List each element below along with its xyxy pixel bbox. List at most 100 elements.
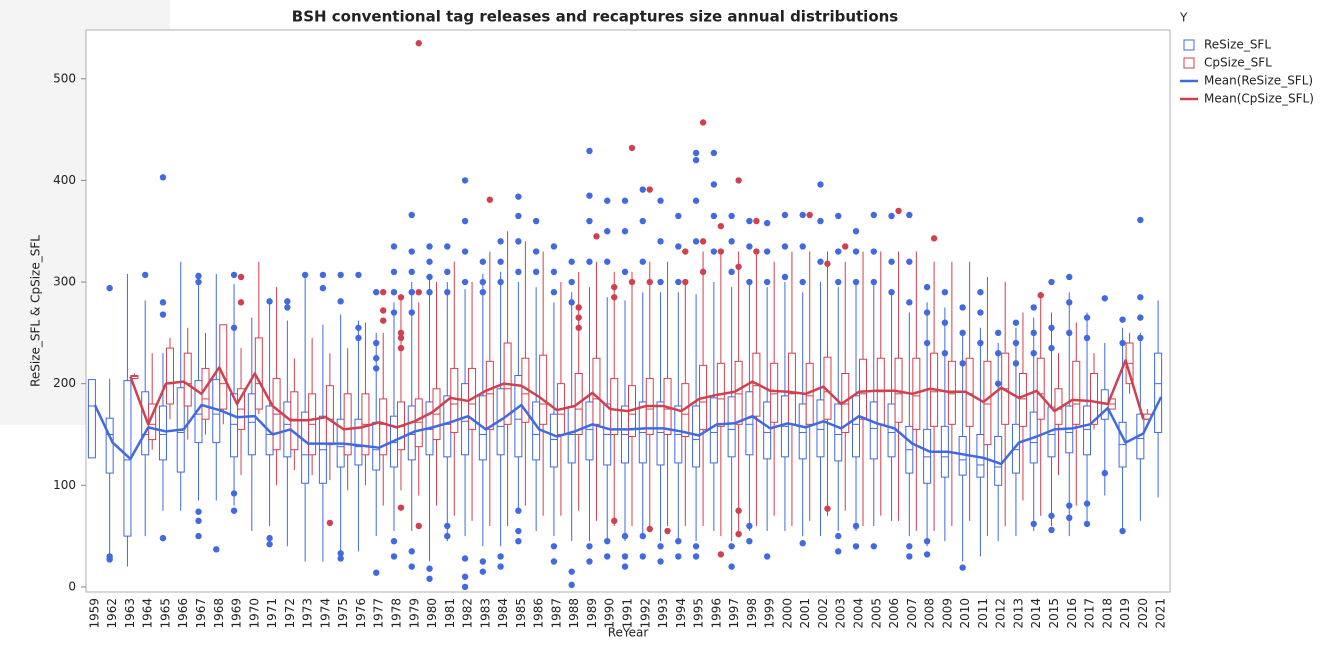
outlier <box>621 553 629 560</box>
outlier <box>824 260 831 267</box>
outlier <box>408 288 415 296</box>
outlier <box>604 197 611 204</box>
x-tick-label: 1967 <box>194 598 208 629</box>
outlier <box>373 569 380 576</box>
outlier <box>568 278 575 286</box>
outlier <box>397 344 405 352</box>
outlier <box>461 217 469 225</box>
outlier <box>479 568 487 575</box>
outlier <box>586 558 593 565</box>
outlier <box>835 248 842 255</box>
outlier <box>692 553 700 560</box>
box <box>1072 360 1081 425</box>
outlier <box>959 304 966 311</box>
x-tick-label: 1979 <box>407 598 421 629</box>
box <box>869 401 878 460</box>
outlier <box>906 258 913 265</box>
outlier <box>380 317 387 324</box>
box <box>1018 373 1027 427</box>
outlier <box>753 248 760 255</box>
outlier <box>1048 344 1055 352</box>
outlier <box>213 546 220 553</box>
x-tick-label: 1974 <box>318 598 332 629</box>
outlier <box>781 273 789 281</box>
outlier <box>586 258 593 265</box>
x-tick-label: 2021 <box>1154 598 1168 629</box>
outlier <box>230 507 238 514</box>
outlier <box>746 217 753 225</box>
x-tick-label: 1990 <box>603 598 617 629</box>
outlier <box>515 537 522 545</box>
outlier <box>586 543 593 550</box>
outlier <box>763 278 771 286</box>
outlier <box>728 543 735 550</box>
x-tick-label: 2003 <box>834 598 848 629</box>
y-tick-label: 200 <box>53 376 76 390</box>
outlier <box>781 211 789 219</box>
outlier <box>1083 500 1091 507</box>
outlier <box>230 490 238 497</box>
outlier <box>675 243 682 250</box>
y-tick-label: 0 <box>68 579 76 593</box>
outlier <box>646 525 653 533</box>
outlier <box>817 258 824 265</box>
outlier <box>1101 469 1109 477</box>
outlier <box>266 541 273 548</box>
outlier <box>408 563 415 570</box>
outlier <box>1066 273 1073 281</box>
outlier <box>373 355 380 362</box>
outlier <box>753 217 760 225</box>
chart-title: BSH conventional tag releases and recapt… <box>292 8 899 26</box>
outlier <box>390 288 398 296</box>
outlier <box>852 228 860 235</box>
outlier <box>1066 299 1073 306</box>
outlier <box>575 324 582 331</box>
x-tick-label: 2000 <box>780 598 794 629</box>
box <box>734 360 743 425</box>
outlier <box>906 543 913 550</box>
box <box>745 391 754 456</box>
outlier <box>444 522 451 530</box>
outlier <box>444 532 451 540</box>
outlier <box>1048 324 1055 331</box>
outlier <box>906 299 913 306</box>
outlier <box>195 278 202 286</box>
outlier <box>568 581 575 589</box>
outlier <box>639 553 646 560</box>
outlier <box>461 555 469 562</box>
outlier <box>682 278 689 286</box>
box <box>610 378 619 435</box>
mean-line <box>93 396 1163 466</box>
outlier <box>799 540 806 547</box>
outlier <box>1083 520 1091 528</box>
outlier <box>593 233 600 240</box>
x-tick-label: 1965 <box>158 598 172 629</box>
x-tick-label: 1985 <box>514 598 528 629</box>
outlier <box>515 238 522 245</box>
outlier <box>479 258 487 265</box>
box <box>787 352 796 425</box>
outlier <box>657 238 664 245</box>
outlier <box>835 548 842 555</box>
box <box>514 375 523 458</box>
outlier <box>408 211 415 219</box>
outlier <box>611 294 618 301</box>
x-tick-label: 2012 <box>994 598 1008 629</box>
outlier <box>906 211 913 219</box>
box <box>219 324 228 410</box>
outlier <box>639 532 646 540</box>
box <box>254 337 263 410</box>
outlier <box>319 284 327 292</box>
outlier <box>479 278 487 286</box>
outlier <box>692 156 700 164</box>
outlier <box>728 212 735 220</box>
outlier <box>675 212 682 220</box>
outlier <box>977 288 984 296</box>
outlier <box>699 119 707 126</box>
x-tick-label: 2019 <box>1118 598 1132 629</box>
box <box>549 413 558 468</box>
box <box>301 411 310 484</box>
x-tick-label: 1968 <box>212 598 226 629</box>
box <box>834 403 843 462</box>
outlier <box>461 573 469 580</box>
